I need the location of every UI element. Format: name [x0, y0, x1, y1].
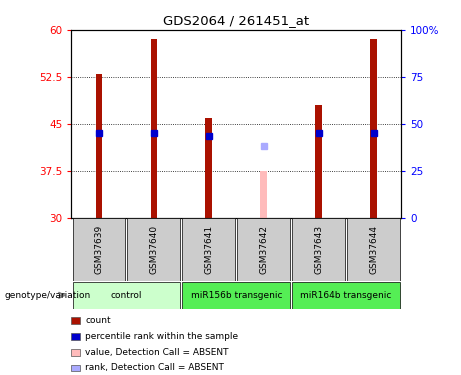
Bar — [206, 117, 212, 218]
Text: GSM37640: GSM37640 — [149, 225, 159, 274]
FancyBboxPatch shape — [128, 218, 180, 280]
Text: miR156b transgenic: miR156b transgenic — [190, 291, 282, 300]
Text: GSM37644: GSM37644 — [369, 225, 378, 274]
Text: GSM37639: GSM37639 — [95, 225, 103, 274]
Text: rank, Detection Call = ABSENT: rank, Detection Call = ABSENT — [85, 363, 224, 372]
FancyBboxPatch shape — [347, 218, 400, 280]
Bar — [315, 105, 322, 218]
Bar — [370, 39, 377, 218]
Text: value, Detection Call = ABSENT: value, Detection Call = ABSENT — [85, 348, 229, 357]
Text: percentile rank within the sample: percentile rank within the sample — [85, 332, 238, 341]
Bar — [71, 333, 80, 340]
FancyBboxPatch shape — [183, 282, 290, 309]
FancyBboxPatch shape — [72, 282, 180, 309]
Text: miR164b transgenic: miR164b transgenic — [301, 291, 392, 300]
Bar — [71, 349, 80, 355]
Bar — [71, 364, 80, 371]
Text: control: control — [111, 291, 142, 300]
FancyBboxPatch shape — [237, 218, 290, 280]
FancyBboxPatch shape — [292, 282, 400, 309]
Title: GDS2064 / 261451_at: GDS2064 / 261451_at — [163, 15, 309, 27]
Text: GSM37643: GSM37643 — [314, 225, 323, 274]
Text: GSM37642: GSM37642 — [259, 225, 268, 274]
Bar — [151, 39, 157, 218]
FancyBboxPatch shape — [72, 218, 125, 280]
Text: GSM37641: GSM37641 — [204, 225, 213, 274]
Bar — [260, 171, 267, 217]
Bar — [95, 74, 102, 217]
Text: count: count — [85, 316, 111, 325]
FancyBboxPatch shape — [183, 218, 235, 280]
Text: genotype/variation: genotype/variation — [5, 291, 91, 300]
FancyBboxPatch shape — [292, 218, 345, 280]
Bar — [71, 317, 80, 324]
